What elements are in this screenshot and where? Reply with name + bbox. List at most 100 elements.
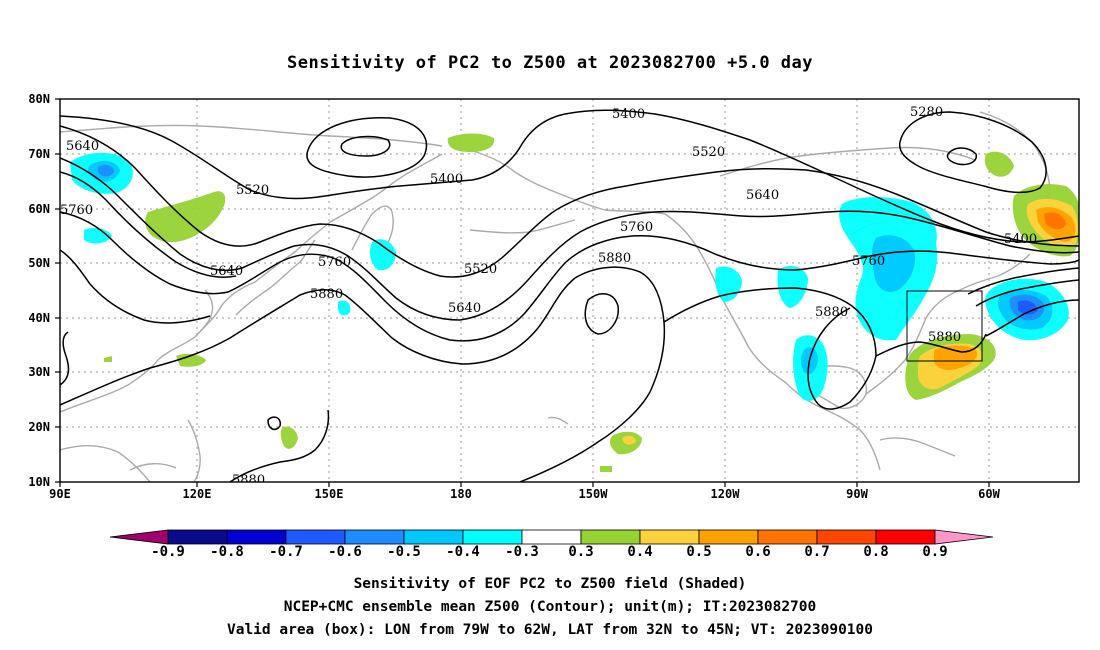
pos-blob-ural <box>145 191 226 243</box>
pos-blob-arctic-siberia <box>447 133 495 152</box>
lon-tick-label: 180 <box>450 487 472 501</box>
coast-north-america-east <box>865 253 1031 395</box>
contour-label: 5760 <box>60 203 93 218</box>
pos-blob-greenland <box>984 151 1014 177</box>
coast-korea <box>195 289 214 337</box>
figure-title: Sensitivity of PC2 to Z500 at 2023082700… <box>287 53 813 73</box>
colorbar-cell <box>580 529 641 545</box>
contour-label: 5880 <box>232 473 265 488</box>
caption-line-2: NCEP+CMC ensemble mean Z500 (Contour); u… <box>284 599 817 615</box>
pos-blob-small-west <box>104 356 112 362</box>
contour-5400-low <box>306 117 428 178</box>
pos-blob-hawaii-core <box>622 435 636 445</box>
colorbar-cell <box>875 529 936 545</box>
coast-east-asia <box>60 153 443 413</box>
contour-label: 5640 <box>448 301 481 316</box>
contour-label: 5280 <box>910 105 943 120</box>
colorbar-end-triangle-high <box>934 529 994 545</box>
lat-tick-label: 60N <box>28 202 50 216</box>
colorbar-label: -0.9 <box>151 544 185 560</box>
lon-tick-label: 90E <box>49 487 71 501</box>
map-frame <box>59 98 1080 483</box>
lon-tick-label: 90W <box>846 487 868 501</box>
neg-blob-kamchatka <box>370 239 396 271</box>
colorbar-label: -0.4 <box>446 544 480 560</box>
contour-label: 5880 <box>598 251 631 266</box>
valid-area-box <box>906 290 983 362</box>
colorbar-label: 0.9 <box>922 544 947 560</box>
coast-north-america-west <box>664 213 881 471</box>
neg-blob-small-2 <box>338 300 351 316</box>
contour-5760 <box>60 211 1079 342</box>
neg-blob-west-siberia-center <box>98 165 114 177</box>
contour-5880-local <box>584 293 619 335</box>
lat-tick-label: 40N <box>28 311 50 325</box>
colorbar-cell <box>344 529 405 545</box>
contour-label: 5760 <box>620 220 653 235</box>
coast-philippines <box>187 419 201 482</box>
colorbar-cell <box>226 529 287 545</box>
colorbar-label: 0.7 <box>804 544 829 560</box>
contour-5160-east <box>946 147 977 166</box>
contour-label: 5640 <box>210 264 243 279</box>
contour-5880-a <box>60 331 70 386</box>
colorbar-cell <box>698 529 759 545</box>
coast-japan <box>235 239 316 316</box>
contour-5880-southeast <box>875 333 987 357</box>
coast-arctic-canada <box>719 146 976 177</box>
lat-tick-label: 50N <box>28 256 50 270</box>
map-gridlines <box>60 99 1079 482</box>
coast-kamchatka <box>351 205 394 251</box>
contour-label: 5760 <box>318 255 351 270</box>
contour-5880-south <box>229 409 330 482</box>
pos-blob-west-pacific <box>280 426 298 449</box>
lat-tick-label: 10N <box>28 475 50 489</box>
contour-extra-1 <box>60 171 237 278</box>
colorbar-cell <box>285 529 346 545</box>
contour-5400 <box>60 109 1079 243</box>
colorbar-label: -0.8 <box>210 544 244 560</box>
colorbar-label: 0.4 <box>627 544 652 560</box>
colorbar-cell <box>403 529 464 545</box>
colorbar-end-triangle-low <box>109 529 169 545</box>
contour-5280-east <box>898 111 1047 194</box>
contour-label: 5400 <box>1004 232 1037 247</box>
contour-5520 <box>60 125 1079 278</box>
contour-labels: 5640 5760 5520 5640 5760 5880 5400 5520 … <box>60 105 1037 488</box>
z500-contours <box>60 109 1079 482</box>
contour-label: 5880 <box>928 330 961 345</box>
contour-label: 5520 <box>464 262 497 277</box>
caption-line-1: Sensitivity of EOF PC2 to Z500 field (Sh… <box>354 576 747 592</box>
contour-5880-main <box>60 266 666 482</box>
colorbar-labels: -0.9 -0.8 -0.7 -0.6 -0.5 -0.4 -0.3 0.3 0… <box>151 544 948 560</box>
lat-tick-label: 70N <box>28 147 50 161</box>
neg-blob-small-1 <box>84 228 112 244</box>
lon-tick-label: 120W <box>711 487 741 501</box>
contour-label: 5520 <box>692 145 725 160</box>
map-tick-marks <box>55 98 990 487</box>
lat-tick-label: 20N <box>28 420 50 434</box>
pos-blob-north-atlantic-core <box>1044 212 1066 230</box>
contour-label: 5400 <box>430 172 463 187</box>
coast-borneo <box>129 463 177 471</box>
colorbar-cells <box>109 529 994 545</box>
pos-blob-south-china <box>176 353 206 367</box>
contour-label: 5880 <box>310 287 343 302</box>
contour-label: 5760 <box>852 254 885 269</box>
colorbar-cell <box>167 529 228 545</box>
colorbar-cell <box>521 529 582 545</box>
neg-blob-rockies <box>777 265 808 308</box>
contour-label: 5880 <box>815 305 848 320</box>
contour-label: 5640 <box>66 139 99 154</box>
colorbar-label: 0.3 <box>568 544 593 560</box>
lat-tick-label: 30N <box>28 365 50 379</box>
lon-tick-label: 150W <box>579 487 609 501</box>
colorbar-label: 0.6 <box>745 544 770 560</box>
contour-5640 <box>60 157 1079 321</box>
contour-label: 5400 <box>612 107 645 122</box>
contour-extra-2 <box>60 249 211 324</box>
lon-tick-label: 60W <box>978 487 1000 501</box>
coast-caribbean <box>879 437 956 457</box>
contour-extra-3 <box>985 299 1079 337</box>
contour-label: 5520 <box>236 183 269 198</box>
